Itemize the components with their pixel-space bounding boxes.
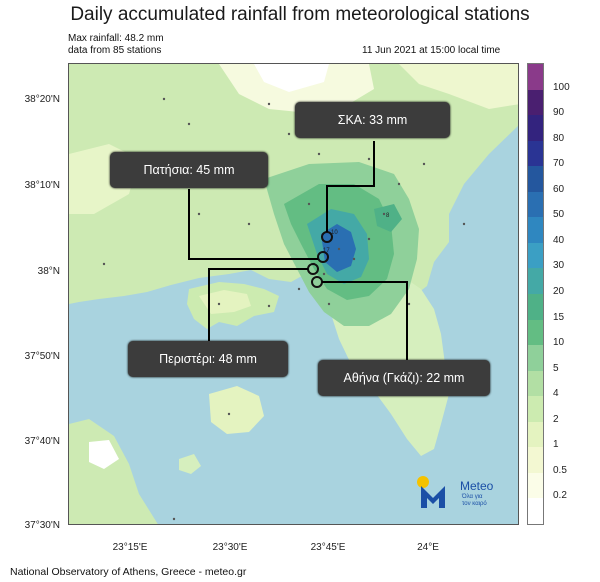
legend-label: 2 (553, 413, 559, 425)
logo-tagline: Όλα για τον καιρό (462, 494, 487, 508)
legend-label: 0.5 (553, 464, 567, 476)
legend-swatch (528, 140, 543, 167)
max-rainfall-text: Max rainfall: 48.2 mm (68, 33, 164, 44)
rain-zone-10mm-east (374, 204, 402, 232)
legend-swatch (528, 217, 543, 244)
callout-lines (188, 141, 408, 361)
legend-label: 15 (553, 311, 565, 323)
lon-label-4: 24°E (417, 542, 439, 553)
lat-label-4: 37°50'N (24, 351, 60, 362)
logo-name: Meteo (460, 479, 494, 493)
legend-swatch (528, 191, 543, 218)
map-graphic: 10 17 8 (69, 64, 518, 524)
legend-swatch (528, 115, 543, 142)
legend-label: 90 (553, 107, 565, 119)
legend-swatch (528, 498, 543, 525)
legend-label: 20 (553, 286, 565, 297)
land-salamina-light (199, 290, 251, 314)
callout-athina-gkazi: Αθήνα (Γκάζι): 22 mm (318, 360, 490, 396)
logo-tagline-line1: Όλα για (462, 494, 483, 500)
stations-count-text: data from 85 stations (68, 45, 162, 56)
legend-label: 40 (553, 234, 565, 246)
station-value-3: 8 (386, 213, 390, 219)
land-aegina (209, 386, 264, 434)
legend-swatch (528, 472, 543, 499)
legend-swatch (528, 294, 543, 321)
lon-label-3: 23°45'E (310, 542, 346, 553)
lat-label-6: 37°30'N (24, 520, 60, 531)
legend-label: 0.2 (553, 490, 567, 502)
legend-label: 10 (553, 337, 565, 349)
legend-label: 30 (553, 260, 565, 272)
logo-tagline-line2: τον καιρό (462, 501, 487, 507)
lat-label-1: 38°20'N (24, 94, 60, 105)
station-value-2: 17 (323, 248, 330, 254)
legend-swatch (528, 421, 543, 448)
legend-swatch (528, 268, 543, 295)
legend-colorbar (527, 63, 544, 525)
legend-label: 60 (553, 183, 565, 195)
station-value-1: 10 (331, 230, 338, 236)
lat-label-2: 38°10'N (24, 180, 60, 191)
land-poros (179, 454, 201, 474)
legend-label: 70 (553, 158, 565, 170)
land-white-south (89, 440, 119, 469)
legend-label: 1 (553, 439, 559, 451)
legend-swatch (528, 319, 543, 346)
lat-label-3: 38°N (37, 266, 60, 277)
meteo-logo-icon (417, 476, 445, 508)
legend-label: 5 (553, 362, 559, 374)
legend-swatch (528, 166, 543, 193)
legend-swatch (528, 242, 543, 269)
legend-label: 50 (553, 209, 565, 221)
legend-swatch (528, 396, 543, 423)
rainfall-map: 10 17 8 (68, 63, 519, 525)
callout-ska: ΣΚΑ: 33 mm (295, 102, 450, 138)
lon-label-1: 23°15'E (112, 542, 148, 553)
legend-label: 80 (553, 132, 565, 144)
legend-label: 4 (553, 388, 559, 400)
callout-patisia: Πατήσια: 45 mm (110, 152, 268, 188)
timestamp-text: 11 Jun 2021 at 15:00 local time (362, 45, 501, 56)
station-markers (102, 97, 466, 521)
map-title: Daily accumulated rainfall from meteorol… (70, 4, 530, 25)
footer-credit: National Observatory of Athens, Greece -… (10, 566, 247, 578)
legend-swatch (528, 89, 543, 116)
legend-swatch (528, 345, 543, 372)
lat-label-5: 37°40'N (24, 436, 60, 447)
callout-peristeri: Περιστέρι: 48 mm (128, 341, 288, 377)
legend-swatch (528, 447, 543, 474)
legend-label: 100 (553, 81, 570, 93)
land-white-north (254, 64, 329, 92)
legend-swatch (528, 64, 543, 91)
lon-label-2: 23°30'E (212, 542, 248, 553)
legend-swatch (528, 370, 543, 397)
land-light-northeast (399, 64, 518, 109)
